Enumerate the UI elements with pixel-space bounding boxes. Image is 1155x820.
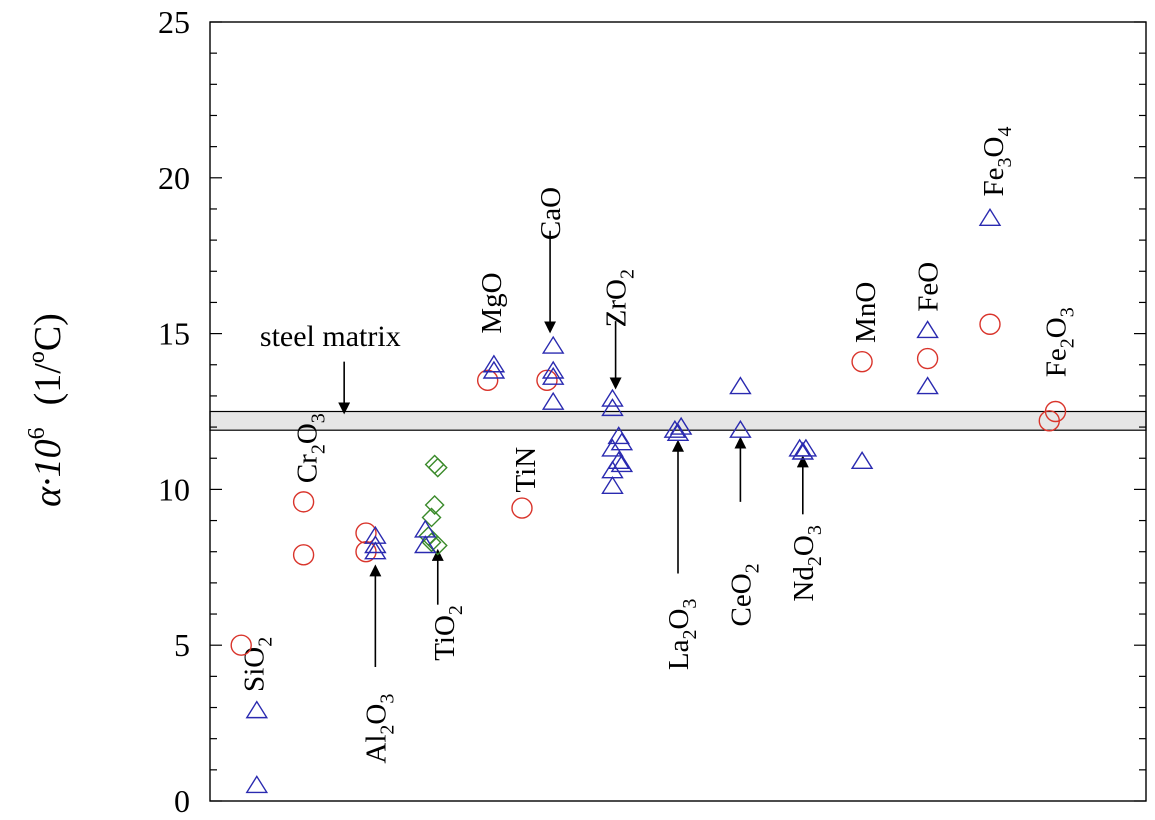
data-point-triangle: [245, 775, 269, 794]
data-point-triangle: [601, 438, 624, 457]
y-tick-label: 15: [158, 316, 190, 352]
data-point-triangle: [541, 335, 565, 354]
svg-text:CaO: CaO: [535, 187, 567, 240]
plot-frame: [209, 21, 1147, 802]
compound-label-mgo: MgO: [476, 272, 508, 333]
compound-label-al2o3: Al2O3: [360, 694, 398, 764]
svg-text:TiN: TiN: [510, 447, 542, 493]
data-point-triangle: [364, 541, 387, 560]
svg-text:MnO: MnO: [850, 282, 882, 343]
compound-label-fe3o4: Fe3O4: [978, 127, 1016, 197]
data-point-triangle: [364, 535, 387, 554]
data-point-diamond: [424, 454, 445, 475]
data-point-triangle: [729, 419, 752, 438]
data-point-triangle: [610, 432, 634, 451]
compound-label-nd2o3: Nd2O3: [788, 525, 826, 601]
y-axis-title-unit-open: (1/: [27, 363, 69, 406]
data-point-triangle: [794, 438, 818, 457]
data-point-triangle: [541, 391, 565, 410]
annotation-layer: SiO2 Cr2O3 Al2O3 TiO2 MgO TiN CaO ZrO2 La2O3 CeO2…: [239, 127, 1079, 764]
y-tick-label: 20: [158, 160, 190, 196]
data-point-diamond: [421, 532, 442, 553]
data-point-triangle: [663, 419, 687, 438]
steel-matrix-label: steel matrix: [260, 320, 401, 353]
svg-text:Cr2O3: Cr2O3: [292, 413, 330, 483]
y-tick-label: 25: [158, 4, 190, 40]
data-point-circle: [511, 497, 533, 519]
svg-text:MgO: MgO: [476, 272, 508, 333]
y-axis-title-unit-close: C): [27, 313, 69, 351]
data-point-circle: [979, 313, 1001, 335]
compound-label-feo: FeO: [913, 262, 945, 312]
data-point-circle: [536, 369, 558, 392]
compound-label-tin: TiN: [510, 447, 542, 493]
svg-text:α·106(1/oC): α·106 (1/oC): [24, 313, 69, 507]
data-point-triangle: [607, 451, 630, 470]
compound-label-mno: MnO: [850, 282, 882, 343]
y-tick-layer: 0 5 10 15 20 25: [158, 4, 1146, 819]
y-axis-title-unit-super: o: [24, 351, 50, 363]
data-point-circle: [476, 369, 499, 392]
y-tick-label: 10: [158, 471, 190, 507]
data-point-circle: [292, 544, 315, 566]
data-point-triangle: [482, 354, 506, 373]
svg-text:Al2O3: Al2O3: [360, 694, 398, 764]
data-point-diamond: [427, 535, 448, 556]
marker-layer: [230, 207, 1067, 794]
svg-text:La2O3: La2O3: [663, 599, 701, 671]
data-point-triangle: [601, 388, 624, 407]
data-point-triangle: [541, 366, 565, 385]
y-axis-title-exponent: 6: [24, 427, 50, 439]
data-point-triangle: [791, 441, 815, 460]
data-point-triangle: [601, 398, 624, 417]
data-point-triangle: [978, 207, 1002, 227]
data-point-circle: [292, 491, 315, 513]
y-tick-label: 5: [174, 627, 190, 663]
data-point-circle: [916, 347, 939, 370]
compound-label-tio2: TiO2: [429, 605, 467, 661]
compound-label-cr2o3: Cr2O3: [292, 413, 330, 483]
svg-text:Fe3O4: Fe3O4: [978, 127, 1016, 197]
data-point-circle: [1044, 400, 1067, 423]
compound-label-zro2: ZrO2: [601, 269, 639, 327]
data-point-triangle: [850, 451, 874, 470]
y-axis-title: α·106 (1/oC): [24, 313, 69, 507]
compound-label-ceo2: CeO2: [725, 563, 763, 626]
svg-text:Nd2O3: Nd2O3: [788, 525, 826, 601]
data-point-triangle: [414, 535, 437, 554]
data-point-triangle: [666, 422, 690, 442]
data-point-diamond: [427, 457, 448, 478]
data-point-triangle: [482, 360, 506, 379]
compound-label-cao: CaO: [535, 187, 567, 240]
data-point-triangle: [916, 376, 939, 395]
y-axis-title-prefix: α·10: [27, 439, 69, 506]
svg-text:ZrO2: ZrO2: [601, 269, 639, 327]
data-point-circle: [851, 350, 873, 373]
y-tick-label: 0: [174, 783, 190, 819]
data-point-diamond: [421, 507, 442, 528]
data-point-triangle: [245, 700, 269, 719]
svg-text:Fe2O3: Fe2O3: [1041, 307, 1079, 377]
svg-text:CeO2: CeO2: [725, 563, 763, 626]
svg-text:FeO: FeO: [913, 262, 945, 312]
compound-label-la2o3: La2O3: [663, 599, 701, 671]
svg-text:SiO2: SiO2: [239, 637, 277, 692]
data-point-triangle: [729, 376, 752, 395]
data-point-diamond: [424, 494, 445, 515]
compound-label-sio2: SiO2: [239, 637, 277, 692]
data-point-circle: [230, 634, 252, 656]
data-point-triangle: [916, 320, 939, 339]
compound-label-fe2o3: Fe2O3: [1041, 307, 1079, 377]
data-point-triangle: [601, 475, 624, 494]
data-point-triangle: [541, 360, 565, 379]
svg-text:TiO2: TiO2: [429, 605, 467, 661]
data-point-triangle: [610, 454, 634, 473]
